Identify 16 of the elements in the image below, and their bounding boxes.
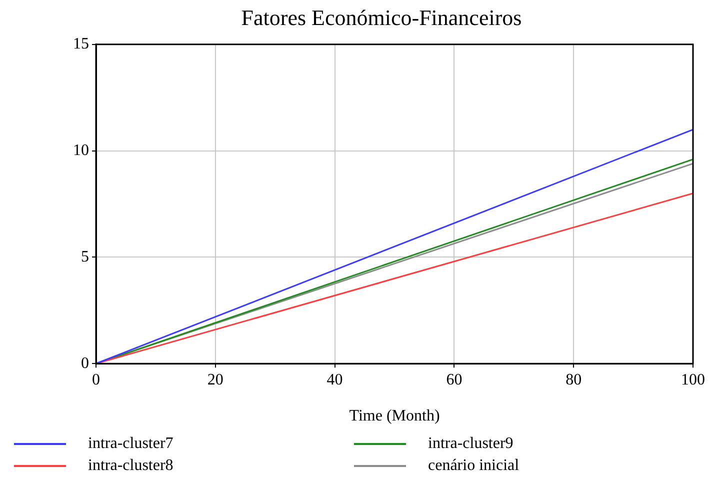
y-tick-label: 5 <box>81 248 89 266</box>
x-axis-title: Time (Month) <box>349 408 440 425</box>
x-tick-label: 40 <box>326 371 343 388</box>
legend-label: cenário inicial <box>428 457 520 475</box>
legend-label: intra-cluster8 <box>88 457 174 475</box>
chart-title: Fatores Económico-Financeiros <box>241 4 522 30</box>
x-tick-label: 60 <box>446 371 462 388</box>
x-tick-label: 100 <box>681 371 705 388</box>
y-tick-label: 15 <box>73 36 89 53</box>
legend-label: intra-cluster7 <box>88 435 174 453</box>
x-tick-label: 0 <box>92 371 100 388</box>
x-tick-label: 20 <box>207 371 224 388</box>
y-tick-label: 10 <box>73 142 89 160</box>
y-tick-label: 0 <box>81 354 89 372</box>
legend-label: intra-cluster9 <box>428 435 514 453</box>
x-tick-label: 80 <box>566 371 582 388</box>
